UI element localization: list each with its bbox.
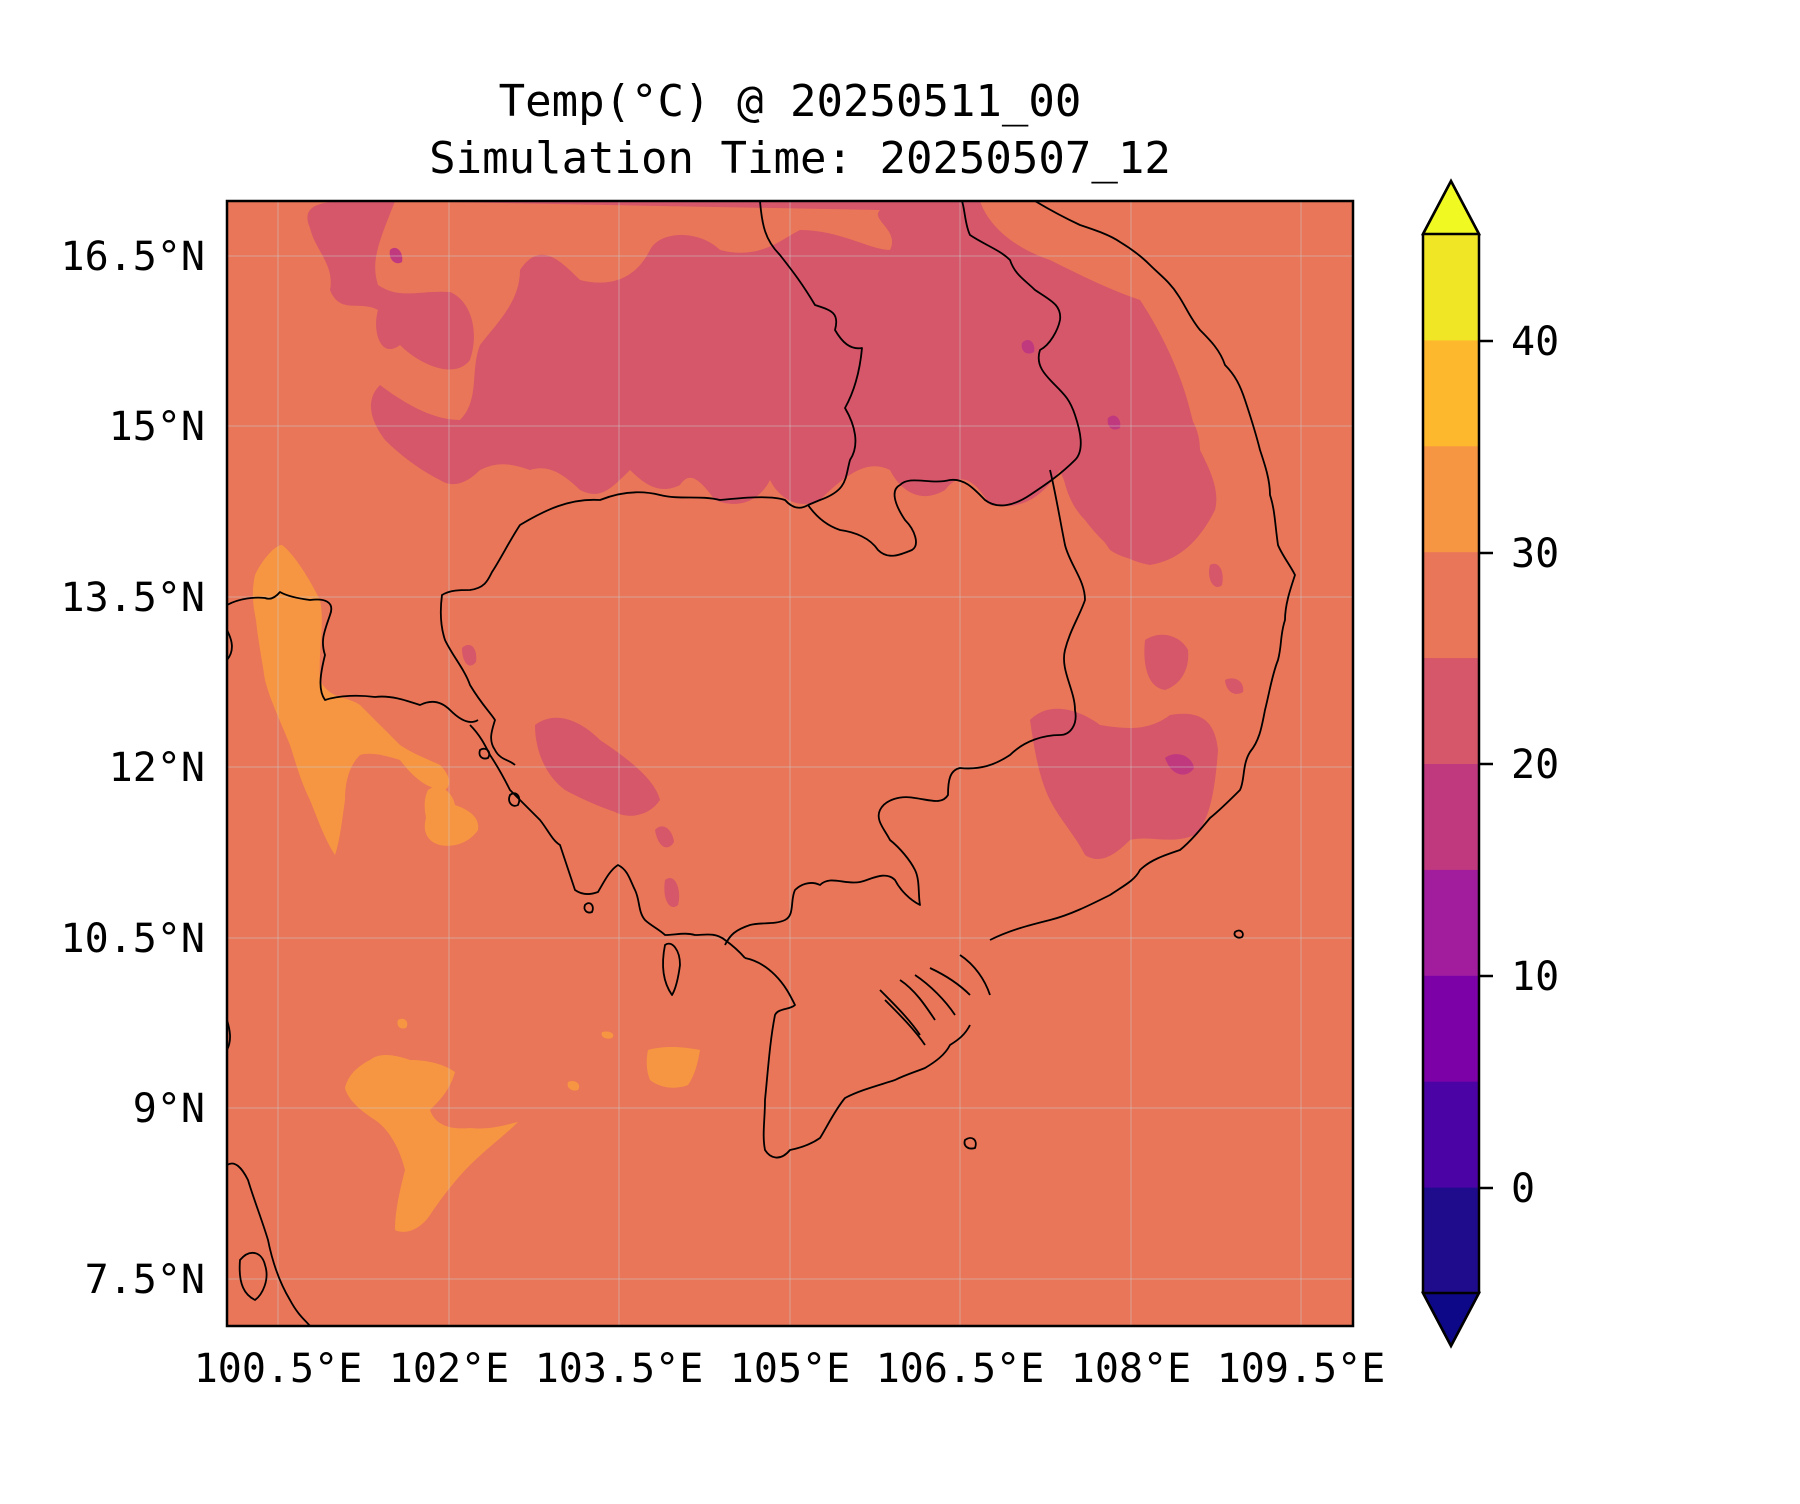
lon-tick-label: 106.5°E bbox=[876, 1346, 1045, 1392]
lat-tick-label: 16.5°N bbox=[61, 234, 206, 280]
lat-tick-label: 10.5°N bbox=[61, 916, 206, 962]
coast-vietnam-south bbox=[744, 957, 971, 1159]
island-small-1 bbox=[583, 902, 594, 914]
figure-title-line1: Temp(°C) @ 20250511_00 bbox=[499, 76, 1082, 127]
contour-cool-small-island bbox=[664, 878, 680, 908]
contour-warm-gulf-south bbox=[646, 1046, 700, 1088]
lat-tick-label: 15°N bbox=[109, 404, 205, 450]
contour-warm-small-2 bbox=[567, 1081, 580, 1091]
lat-tick-label: 13.5°N bbox=[61, 575, 206, 621]
contour-cool-small-west bbox=[462, 644, 477, 666]
coast-cambodia-gulf bbox=[469, 724, 746, 959]
coast-mekong-delta bbox=[879, 954, 991, 1046]
contour-cool-small-coast bbox=[655, 826, 674, 848]
island-small-3 bbox=[508, 792, 521, 807]
colorbar-outline bbox=[1421, 178, 1481, 1349]
colorbar-segment bbox=[1423, 551, 1479, 659]
contour-cool-north-laos bbox=[370, 201, 1207, 560]
coast-malay-small bbox=[238, 1251, 268, 1301]
island-small-2 bbox=[1233, 929, 1244, 939]
contour-warm-thailand-coast bbox=[252, 545, 450, 855]
lon-tick-label: 100.5°E bbox=[194, 1346, 363, 1392]
border-cambodia-vietnam bbox=[724, 469, 1086, 946]
contour-cool-north-thailand bbox=[307, 201, 474, 370]
lon-axis-labels: 100.5°E 102°E 103.5°E 105°E 106.5°E 108°… bbox=[194, 1346, 1386, 1392]
lat-axis-labels: 16.5°N 15°N 13.5°N 12°N 10.5°N 9°N 7.5°N bbox=[61, 234, 206, 1303]
colorbar-segments bbox=[1423, 234, 1479, 1294]
temperature-contours bbox=[252, 201, 1244, 1232]
graticule bbox=[227, 201, 1353, 1326]
contour-cold-spot-3 bbox=[1165, 754, 1194, 775]
border-thailand-cambodia bbox=[439, 491, 809, 766]
figure-title-line2: Simulation Time: 20250507_12 bbox=[429, 133, 1171, 184]
lon-tick-label: 105°E bbox=[730, 1346, 850, 1392]
lat-tick-label: 7.5°N bbox=[85, 1257, 205, 1303]
colorbar-segment bbox=[1423, 1081, 1479, 1188]
contour-cool-laos-center bbox=[898, 356, 996, 450]
colorbar-segment bbox=[1423, 657, 1479, 764]
contour-cool-small-e bbox=[1225, 678, 1244, 694]
lat-tick-label: 9°N bbox=[133, 1086, 205, 1132]
border-laos-thailand bbox=[759, 201, 863, 506]
contour-warm-small-3 bbox=[601, 1031, 614, 1039]
map-frame bbox=[225, 199, 1355, 1328]
contour-cool-vietnam-south-highlands bbox=[1030, 708, 1218, 860]
contour-cool-small-ne bbox=[1209, 563, 1223, 588]
map-panel bbox=[225, 199, 1355, 1328]
coast-thailand-gulf bbox=[227, 591, 479, 723]
island-con-dao bbox=[963, 1137, 977, 1150]
contour-cold-spot-2 bbox=[1107, 415, 1121, 430]
island-small-4 bbox=[478, 747, 491, 760]
colorbar-tick-label: 40 bbox=[1511, 319, 1559, 365]
colorbar-segment bbox=[1423, 975, 1479, 1082]
contour-warm-small-1 bbox=[397, 1018, 408, 1029]
colorbar-segment bbox=[1423, 869, 1479, 976]
colorbar-ticks bbox=[1479, 339, 1493, 1190]
contour-cool-vietnam-east-patch bbox=[1144, 634, 1189, 690]
contour-warm-gulf-patch bbox=[424, 786, 479, 846]
colorbar-segment bbox=[1423, 234, 1479, 341]
colorbar-tick-label: 0 bbox=[1511, 1166, 1535, 1212]
island-phu-quoc bbox=[662, 942, 681, 996]
colorbar-tick-labels: 40 30 20 10 0 bbox=[1511, 319, 1559, 1212]
colorbar-tick-label: 30 bbox=[1511, 531, 1559, 577]
colorbar-segment bbox=[1423, 339, 1479, 447]
colorbar-tick-label: 10 bbox=[1511, 954, 1559, 1000]
lon-tick-label: 108°E bbox=[1071, 1346, 1191, 1392]
coast-malay-peninsula bbox=[227, 1162, 311, 1326]
colorbar-under-triangle bbox=[1420, 1291, 1482, 1349]
colorbar-tick-label: 20 bbox=[1511, 742, 1559, 788]
colorbar-over-triangle bbox=[1420, 178, 1482, 236]
contour-cool-central-highlands bbox=[1020, 378, 1217, 565]
colorbar-segment bbox=[1423, 1187, 1479, 1294]
lon-tick-label: 109.5°E bbox=[1217, 1346, 1386, 1392]
contour-cold-spot-4 bbox=[389, 247, 403, 264]
coast-vietnam-east bbox=[989, 201, 1296, 941]
lon-tick-label: 102°E bbox=[389, 1346, 509, 1392]
colorbar: 40 30 20 10 0 bbox=[1420, 178, 1559, 1349]
lat-tick-label: 12°N bbox=[109, 745, 205, 791]
contour-cold-spot-1 bbox=[1021, 339, 1035, 354]
contour-warm-malay-peninsula bbox=[345, 1055, 518, 1232]
lon-tick-label: 103.5°E bbox=[535, 1346, 704, 1392]
colorbar-segment bbox=[1423, 763, 1479, 870]
colorbar-segment bbox=[1423, 445, 1479, 553]
contour-cool-cardamom bbox=[535, 717, 660, 816]
